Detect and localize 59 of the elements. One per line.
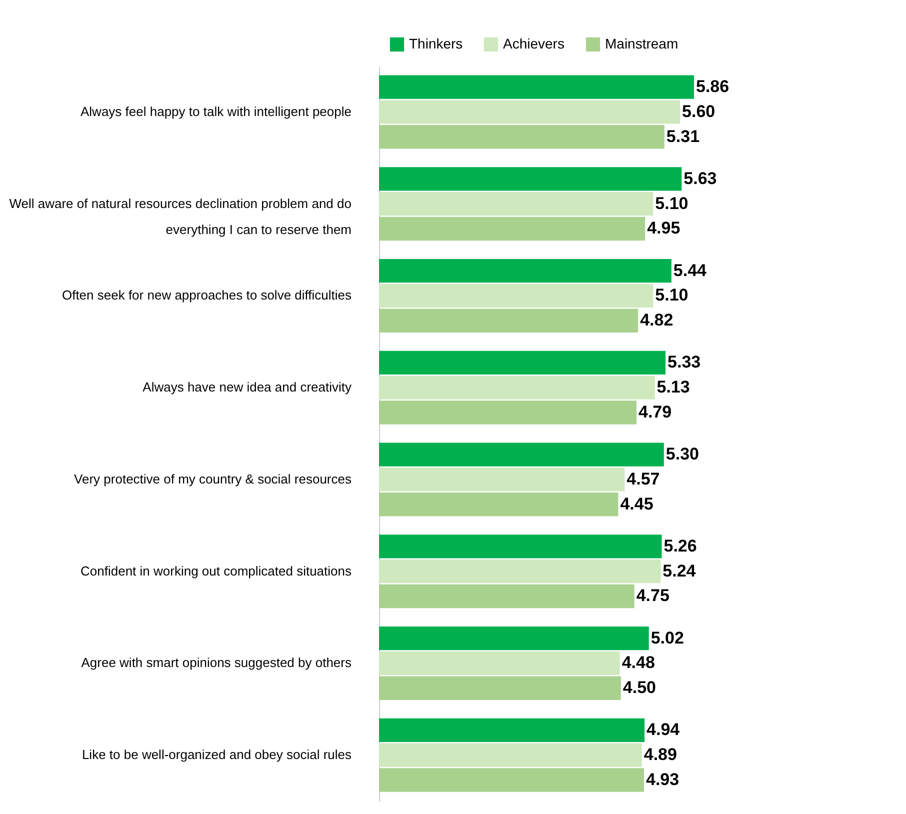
- bar: [379, 284, 654, 308]
- bar: [379, 167, 682, 191]
- data-label: 5.10: [655, 194, 688, 213]
- y-tick-label: Very protective of my country & social resources: [74, 471, 352, 486]
- data-label: 5.30: [666, 444, 699, 464]
- bar: [379, 492, 618, 516]
- data-label: 5.60: [682, 102, 716, 121]
- bar: [379, 651, 620, 676]
- data-label: 4.94: [646, 720, 680, 740]
- data-label: 5.31: [666, 126, 700, 146]
- y-tick-label: Confident in working out complicated situations: [80, 563, 352, 578]
- bar: [379, 584, 634, 608]
- bar: [379, 559, 661, 584]
- bar: [379, 192, 654, 216]
- bar: [379, 768, 644, 792]
- bar: [379, 258, 672, 283]
- data-label: 5.24: [662, 561, 696, 580]
- bar: [379, 534, 662, 558]
- data-label: 4.95: [647, 218, 680, 238]
- bar: [379, 350, 666, 374]
- bar: [379, 75, 694, 99]
- data-label: 5.44: [673, 260, 708, 280]
- bar: [379, 308, 638, 332]
- bar: [379, 100, 680, 124]
- bar: [379, 125, 664, 149]
- data-label: 4.89: [644, 745, 677, 764]
- y-tick-label: Like to be well-organized and obey social rules: [82, 747, 352, 762]
- data-label: 4.79: [638, 402, 672, 422]
- data-label: 4.57: [626, 469, 660, 488]
- data-label: 5.10: [655, 286, 688, 305]
- data-label: 4.82: [640, 310, 674, 330]
- y-tick-label: Always feel happy to talk with intelligent people: [80, 104, 352, 119]
- data-label: 5.33: [668, 352, 701, 372]
- bar: [379, 216, 646, 241]
- data-label: 4.75: [636, 586, 670, 606]
- legend-label: Achievers: [503, 35, 564, 52]
- y-tick-label: Often seek for new approaches to solve difficulties: [62, 288, 352, 303]
- legend-label: Thinkers: [409, 35, 463, 52]
- bar: [379, 442, 664, 466]
- data-label: 5.26: [664, 536, 697, 556]
- data-label: 4.48: [622, 653, 655, 672]
- y-tick-label: Well aware of natural resources declination problem and do everything I can to reserve them: [9, 196, 352, 237]
- bar: [379, 400, 636, 424]
- y-tick-label: Always have new idea and creativity: [142, 380, 352, 395]
- data-label: 5.86: [696, 77, 730, 96]
- bar: [379, 718, 645, 742]
- bar: [379, 743, 642, 767]
- data-label: 4.50: [622, 678, 656, 698]
- y-tick-label: Agree with smart opinions suggested by others: [81, 655, 352, 670]
- data-label: 5.13: [656, 378, 690, 397]
- bar: [379, 626, 649, 650]
- data-label: 4.93: [646, 770, 680, 789]
- data-label: 4.45: [620, 494, 654, 514]
- data-label: 5.02: [650, 628, 684, 648]
- data-label: 5.63: [684, 168, 717, 188]
- bar: [379, 468, 625, 492]
- legend-label: Mainstream: [605, 35, 678, 52]
- bar: [379, 376, 655, 400]
- bar: [379, 676, 621, 700]
